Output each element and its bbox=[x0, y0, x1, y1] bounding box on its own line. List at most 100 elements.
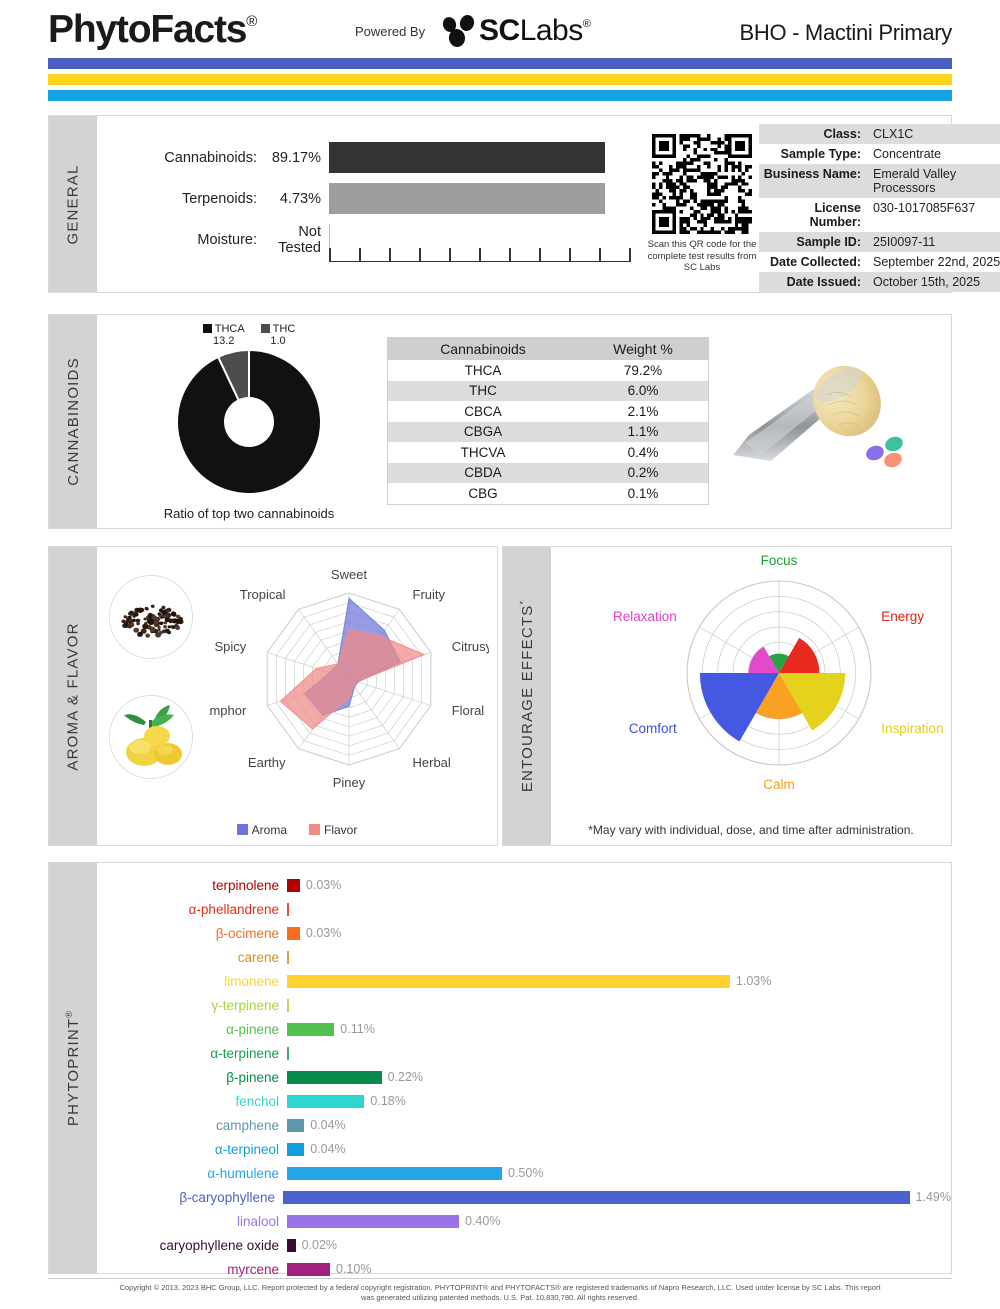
general-row-bar bbox=[329, 142, 605, 173]
terpene-value: 0.40% bbox=[465, 1214, 501, 1228]
general-row: Moisture: Not Tested bbox=[135, 224, 605, 256]
donut-legend: THCA 13.2 THC 1.0 bbox=[119, 323, 379, 347]
sample-info-table: Class: CLX1C Sample Type: Concentrate Busine… bbox=[759, 124, 1000, 292]
terpene-row: α-terpinene bbox=[97, 1041, 951, 1065]
info-value: CLX1C bbox=[873, 127, 914, 141]
footer-line-1: Copyright © 2013, 2023 BHC Group, LLC. R… bbox=[119, 1283, 881, 1292]
info-key: Business Name: bbox=[763, 167, 861, 181]
page-title: BHO - Mactini Primary bbox=[739, 20, 953, 45]
legend-swatch bbox=[260, 324, 270, 333]
info-key: Sample ID: bbox=[796, 235, 861, 249]
cannabinoids-section: CANNABINOIDS THCA 13.2 THC 1.0 Ratio of top… bbox=[48, 314, 952, 529]
table-row: CBDA 0.2% bbox=[388, 462, 708, 483]
radar-axis-label: Sweet bbox=[331, 567, 368, 582]
axis-tick bbox=[629, 248, 631, 262]
stripe-yellow bbox=[48, 74, 952, 85]
terpene-bar bbox=[287, 1046, 289, 1060]
terpene-name: terpinolene bbox=[212, 877, 279, 893]
terpene-bar bbox=[287, 1238, 296, 1252]
footer-divider bbox=[48, 1278, 952, 1279]
legend-label: THCA bbox=[214, 323, 245, 335]
page-footer: Copyright © 2013, 2023 BHC Group, LLC. R… bbox=[48, 1283, 952, 1303]
info-row: Date Collected: September 22nd, 2025 bbox=[759, 252, 1000, 272]
sclabs-labs: Labs bbox=[519, 14, 584, 47]
general-row: Cannabinoids: 89.17% bbox=[135, 142, 605, 173]
entourage-note: *May vary with individual, dose, and tim… bbox=[588, 823, 914, 837]
terpene-bar bbox=[287, 926, 300, 940]
terpene-value: 0.10% bbox=[336, 1262, 372, 1276]
terpene-name: γ-terpinene bbox=[211, 997, 279, 1013]
column-header-weight: Weight % bbox=[613, 341, 673, 357]
legend-ratio: 13.2 bbox=[212, 335, 235, 347]
terpene-value: 1.49% bbox=[915, 1190, 951, 1204]
sclabs-watermark-icon bbox=[866, 436, 903, 468]
terpene-bar bbox=[287, 1262, 330, 1276]
terpene-bar bbox=[282, 1190, 910, 1204]
info-key: Sample Type: bbox=[780, 147, 861, 161]
general-metrics-list: Cannabinoids: 89.17% Terpenoids: 4.73% Moist… bbox=[135, 142, 605, 265]
table-row: THC 6.0% bbox=[388, 380, 708, 401]
terpene-bar bbox=[287, 878, 300, 892]
phytoprint-section: PHYTOPRINT® terpinolene 0.03% α-phellandre… bbox=[48, 862, 952, 1277]
general-row-label: Terpenoids: bbox=[182, 190, 257, 207]
cannabinoid-ratio-chart: THCA 13.2 THC 1.0 Ratio of top two cannabin… bbox=[119, 323, 379, 521]
info-key: Date Issued: bbox=[786, 275, 861, 289]
info-row: Business Name: Emerald Valley Processors bbox=[759, 164, 1000, 198]
info-row: Class: CLX1C bbox=[759, 124, 1000, 144]
cannabinoids-label-text: CANNABINOIDS bbox=[64, 357, 82, 486]
terpene-row: caryophyllene oxide 0.02% bbox=[97, 1233, 951, 1257]
terpene-name: α-phellandrene bbox=[188, 901, 279, 917]
terpene-row: α-humulene 0.50% bbox=[97, 1161, 951, 1185]
axis-tick bbox=[479, 248, 481, 262]
axis-tick bbox=[419, 248, 421, 262]
info-row: Sample Type: Concentrate bbox=[759, 144, 1000, 164]
axis-tick bbox=[359, 248, 361, 262]
peppercorns-icon bbox=[110, 576, 192, 658]
cell-weight: 1.1% bbox=[627, 424, 659, 440]
terpene-bar bbox=[287, 950, 289, 964]
qr-caption: Scan this QR code for the complete test … bbox=[647, 239, 757, 273]
terpene-bar-chart: terpinolene 0.03% α-phellandrene β-ocimene 0… bbox=[97, 873, 951, 1281]
terpene-value: 0.50% bbox=[508, 1166, 544, 1180]
radar-axis-label: Camphor bbox=[209, 703, 247, 718]
general-row-bar-track bbox=[329, 224, 605, 255]
terpene-row: β-ocimene 0.03% bbox=[97, 921, 951, 945]
cell-weight: 2.1% bbox=[627, 403, 659, 419]
info-value: Concentrate bbox=[873, 147, 942, 161]
terpene-row: fenchol 0.18% bbox=[97, 1089, 951, 1113]
cell-cannabinoid: CBG bbox=[468, 485, 498, 501]
legend-swatch bbox=[236, 824, 248, 835]
info-value: 030-1017085F637 bbox=[873, 201, 976, 215]
terpene-row: γ-terpinene bbox=[97, 993, 951, 1017]
terpene-row: linalool 0.40% bbox=[97, 1209, 951, 1233]
axis-tick bbox=[599, 248, 601, 262]
general-row-tick bbox=[329, 224, 330, 250]
stripe-cyan bbox=[48, 90, 952, 101]
terpene-bar bbox=[287, 1214, 459, 1228]
entourage-axis-label: Comfort bbox=[629, 721, 677, 736]
terpene-bar bbox=[287, 1118, 305, 1132]
sclabs-wordmark: SCLabs® bbox=[479, 14, 591, 48]
axis-tick bbox=[539, 248, 541, 262]
radar-axis-label: Tropical bbox=[240, 587, 286, 602]
info-value: 25I0097-11 bbox=[873, 235, 936, 249]
sclabs-logo: SCLabs® bbox=[441, 13, 591, 49]
aroma-flavor-radar: Sweet Fruity Citrusy Floral Herbal Piney Earth… bbox=[193, 557, 493, 807]
qr-code-icon[interactable] bbox=[652, 134, 752, 234]
terpene-row: β-caryophyllene 1.49% bbox=[97, 1185, 951, 1209]
radar-axis-label: Herbal bbox=[413, 755, 451, 770]
sclabs-sc: SC bbox=[479, 14, 520, 47]
aroma-section-label: AROMA & FLAVOR bbox=[49, 547, 97, 845]
brand-name: PhytoFacts bbox=[48, 8, 247, 51]
terpene-name: caryophyllene oxide bbox=[159, 1237, 279, 1253]
terpene-row: terpinolene 0.03% bbox=[97, 873, 951, 897]
axis-tick bbox=[509, 248, 511, 262]
general-row-value: 4.73% bbox=[279, 190, 321, 207]
terpene-name: β-pinene bbox=[226, 1069, 279, 1085]
terpene-name: myrcene bbox=[227, 1261, 279, 1277]
page-header: PhytoFacts® Powered By SCLabs® BHO - Mac… bbox=[0, 0, 1000, 60]
terpene-row: limonene 1.03% bbox=[97, 969, 951, 993]
terpene-row: α-phellandrene bbox=[97, 897, 951, 921]
terpene-name: β-caryophyllene bbox=[179, 1189, 275, 1205]
entourage-axis-label: Calm bbox=[763, 777, 795, 792]
